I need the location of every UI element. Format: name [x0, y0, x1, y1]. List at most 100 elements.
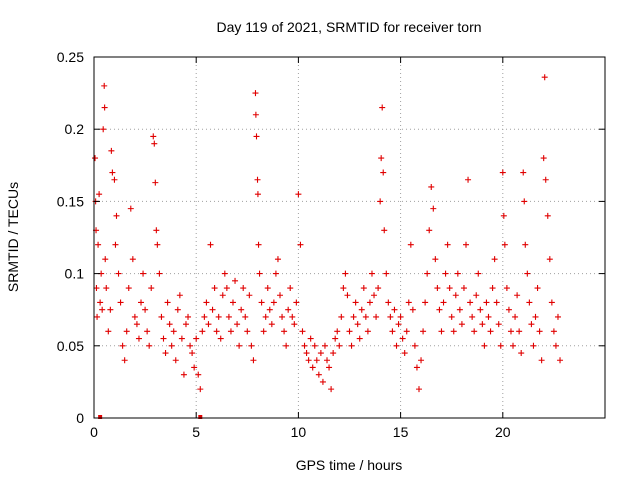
plot-frame [93, 56, 606, 419]
data-point [368, 270, 375, 277]
data-point [500, 212, 507, 219]
data-point [438, 328, 445, 335]
data-point [160, 335, 167, 342]
data-point [242, 313, 249, 320]
data-point [209, 306, 216, 313]
x-tick-label: 5 [192, 424, 200, 440]
data-point [471, 328, 478, 335]
data-point [129, 256, 136, 263]
data-point [375, 285, 382, 292]
data-point [557, 357, 564, 364]
data-point [219, 292, 226, 299]
data-point [418, 357, 425, 364]
x-tick-label: 20 [495, 424, 511, 440]
data-point [97, 299, 104, 306]
data-point [452, 292, 459, 299]
data-point [297, 241, 304, 248]
data-point [199, 328, 206, 335]
data-point [195, 371, 202, 378]
data-point [99, 306, 106, 313]
data-point [401, 350, 408, 357]
data-point [191, 364, 198, 371]
data-point [281, 328, 288, 335]
data-point [101, 82, 108, 89]
data-point [117, 299, 124, 306]
y-tick-label: 0.25 [57, 49, 84, 65]
data-point [305, 357, 312, 364]
data-point [215, 313, 222, 320]
data-point [348, 342, 355, 349]
data-point [270, 299, 277, 306]
data-point [138, 299, 145, 306]
data-point [287, 285, 294, 292]
data-point [542, 176, 549, 183]
data-point [125, 285, 132, 292]
data-point [324, 357, 331, 364]
data-point [479, 321, 486, 328]
data-point [391, 306, 398, 313]
zero-value-marker [98, 415, 103, 419]
data-point [521, 198, 528, 205]
data-point [530, 342, 537, 349]
data-point [250, 357, 257, 364]
data-point [524, 270, 531, 277]
data-point [182, 321, 189, 328]
data-point [552, 342, 559, 349]
data-point [207, 241, 214, 248]
data-point [514, 292, 521, 299]
data-point [469, 313, 476, 320]
data-point [268, 321, 275, 328]
data-point [512, 313, 519, 320]
data-point [178, 335, 185, 342]
data-point [434, 285, 441, 292]
data-point [217, 335, 224, 342]
data-point [528, 321, 535, 328]
data-point [92, 155, 99, 162]
data-point [115, 270, 122, 277]
data-point [133, 321, 140, 328]
data-point [274, 256, 281, 263]
data-point [442, 270, 449, 277]
data-point [315, 371, 322, 378]
data-point [534, 285, 541, 292]
data-point [148, 285, 155, 292]
data-point [111, 176, 118, 183]
data-point [221, 270, 228, 277]
data-point [428, 183, 435, 190]
data-point [338, 313, 345, 320]
data-point [109, 169, 116, 176]
data-point [131, 313, 138, 320]
data-point [485, 313, 492, 320]
data-point [458, 321, 465, 328]
y-tick-label: 0 [76, 410, 84, 426]
data-point [252, 90, 259, 97]
data-point [385, 299, 392, 306]
data-point [140, 270, 147, 277]
data-point [205, 321, 212, 328]
data-point [127, 205, 134, 212]
data-point [295, 191, 302, 198]
data-point [168, 342, 175, 349]
data-point [465, 176, 472, 183]
data-point [100, 126, 107, 133]
data-point [454, 270, 461, 277]
data-point [112, 241, 119, 248]
data-point [107, 306, 114, 313]
data-point [262, 313, 269, 320]
data-point [309, 364, 316, 371]
data-point [95, 241, 102, 248]
data-point [440, 299, 447, 306]
data-point [373, 313, 380, 320]
data-point [487, 328, 494, 335]
data-point [151, 140, 158, 147]
data-point [541, 74, 548, 81]
data-point [377, 198, 384, 205]
data-point [299, 328, 306, 335]
data-point [503, 285, 510, 292]
data-point [101, 104, 108, 111]
data-point [164, 299, 171, 306]
data-points [92, 74, 564, 419]
data-point [536, 328, 543, 335]
data-point [481, 342, 488, 349]
